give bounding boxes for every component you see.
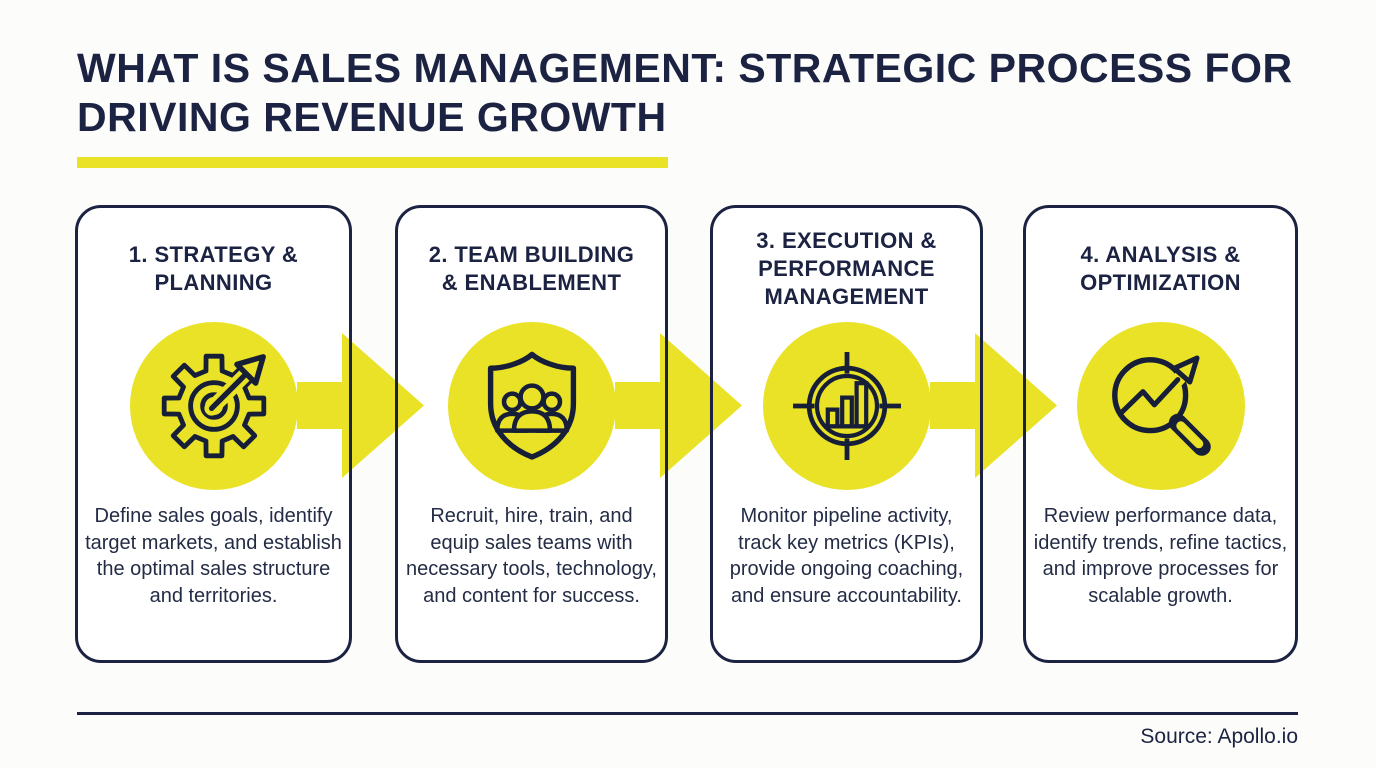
step-heading: 4. ANALYSIS & OPTIMIZATION (1080, 242, 1241, 295)
icon-circle (1076, 322, 1245, 490)
flow-arrow-right-icon (615, 333, 742, 478)
icon-circle (762, 322, 931, 490)
step-heading: 2. TEAM BUILDING & ENABLEMENT (428, 242, 635, 295)
step-card-strategy-planning: 1. STRATEGY & PLANNING Define sales goal… (75, 205, 352, 663)
flow-arrow-right-icon (930, 333, 1057, 478)
step-description: Recruit, hire, train, and equip sales te… (406, 505, 657, 607)
step-card-analysis-optimization: 4. ANALYSIS & OPTIMIZATION Review perfor… (1023, 205, 1298, 663)
icon-circle (129, 322, 298, 490)
crosshair-bar-chart-icon (792, 352, 901, 460)
source-attribution: Source: Apollo.io (1140, 725, 1298, 748)
step-description: Review performance data, identify trends… (1033, 505, 1288, 607)
gear-target-arrow-icon (161, 353, 266, 459)
shield-team-icon (487, 351, 576, 460)
step-description: Monitor pipeline activity, track key met… (729, 505, 964, 607)
footer-divider (77, 712, 1298, 715)
icon-circle (447, 322, 616, 490)
step-card-team-building: 2. TEAM BUILDING & ENABLEMENT Recruit, h… (395, 205, 668, 663)
step-heading: 1. STRATEGY & PLANNING (128, 242, 299, 295)
step-heading: 3. EXECUTION & PERFORMANCE MANAGEMENT (756, 228, 937, 309)
page-title: WHAT IS SALES MANAGEMENT: STRATEGIC PROC… (77, 45, 1293, 140)
magnifier-trend-arrow-icon (1111, 355, 1211, 456)
step-card-execution-performance: 3. EXECUTION & PERFORMANCE MANAGEMENT Mo… (710, 205, 983, 663)
title-underline-bar (77, 157, 668, 168)
flow-arrow-right-icon (297, 333, 424, 478)
step-description: Define sales goals, identify target mark… (85, 505, 342, 607)
